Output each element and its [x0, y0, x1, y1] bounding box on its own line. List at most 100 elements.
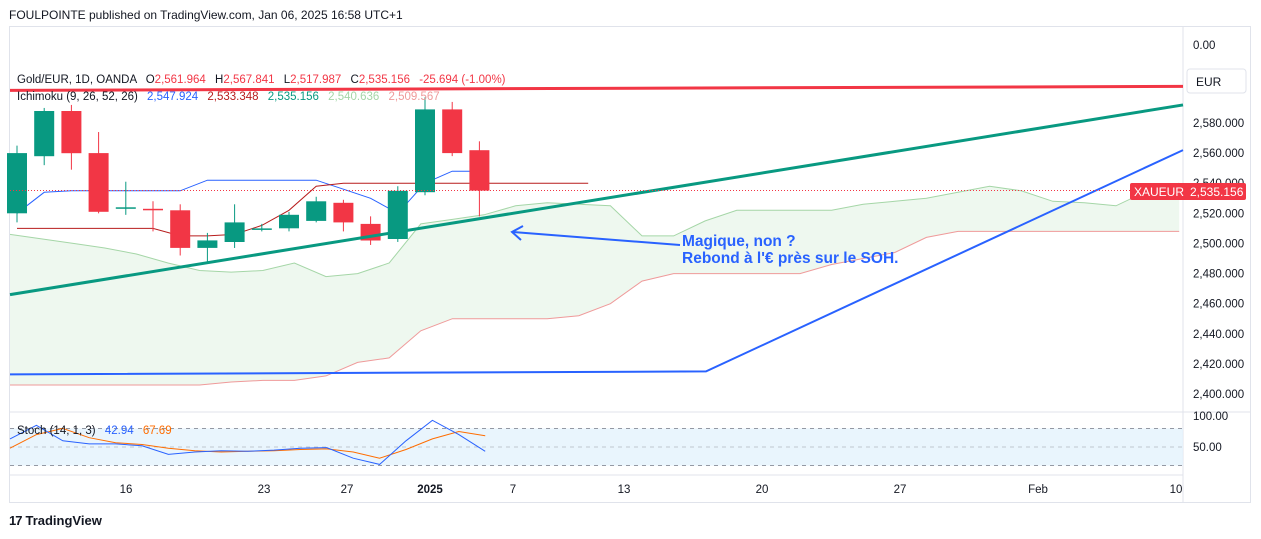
ichimoku-value-senkou-a: 2,540.636 [328, 91, 379, 103]
tenkan-sen-line [16, 170, 480, 214]
stoch-tick-label: 50.00 [1193, 442, 1222, 454]
currency-label: EUR [1196, 75, 1222, 89]
axes: 2,400.000 2,420.000 2,440.000 2,460.000 2,48… [120, 40, 1245, 496]
kijun-sen-line [17, 182, 589, 237]
candle-body [7, 153, 27, 214]
h-label: H [215, 74, 223, 86]
candle [251, 223, 272, 232]
price-tick-label: 2,520.000 [1193, 208, 1244, 220]
stoch-tick-label: 100.00 [1193, 411, 1228, 423]
candle-body [387, 190, 408, 239]
c-label: C [351, 74, 359, 86]
ichimoku-value-tenkan: 2,547.924 [147, 91, 199, 103]
price-tick-label: 2,420.000 [1193, 359, 1244, 371]
price-tick-label: 2,560.000 [1193, 148, 1244, 160]
candle-body [442, 109, 463, 154]
stoch-legend[interactable]: Stoch (14, 1, 3) 42.94 67.69 [17, 425, 172, 437]
candle [333, 199, 354, 232]
candle-body [34, 111, 55, 157]
ichimoku-value-senkou-b: 2,509.567 [389, 91, 440, 103]
stoch-d-value: 67.69 [143, 425, 172, 437]
candle [306, 196, 327, 223]
annotation[interactable]: Magique, non ? Rebond à l'€ près sur le … [510, 225, 898, 267]
publisher-line: FOULPOINTE published on TradingView.com,… [9, 8, 403, 22]
price-tick-label: 2,460.000 [1193, 299, 1244, 311]
price-tick-label: 2,400.000 [1193, 389, 1244, 401]
time-tick-label: Feb [1028, 484, 1048, 496]
candle-body [143, 208, 163, 211]
time-tick-label: 10 [1170, 484, 1183, 496]
time-tick-label: 13 [618, 484, 631, 496]
chart-frame [9, 26, 1251, 503]
badge-value: 2,535.156 [1190, 185, 1244, 199]
candle-body [306, 201, 327, 221]
time-tick-label: 7 [510, 484, 516, 496]
cloud-fill [10, 183, 1180, 385]
time-tick-label: 23 [258, 484, 271, 496]
stoch-k-value: 42.94 [105, 425, 134, 437]
time-tick-label: 27 [894, 484, 907, 496]
o-label: O [146, 74, 155, 86]
green-trend-line [9, 103, 1184, 297]
change-value: -25.694 (-1.00%) [419, 74, 505, 86]
ichimoku-value-kijun: 2,533.348 [207, 91, 258, 103]
drawn-lines[interactable] [9, 84, 1184, 376]
annotation-arrowhead [510, 225, 524, 241]
stoch-title: Stoch (14, 1, 3) [17, 425, 96, 437]
svg-text:Ichimoku (9, 26, 52, 26): Ichimoku (9, 26, 52, 26) 2,547.924 2,533… [17, 91, 440, 103]
ichimoku-cloud [9, 182, 1180, 386]
stochastic-pane: 100.00 50.00 [9, 411, 1228, 467]
annotation-line-2: Rebond à l'€ près sur le SOH. [682, 250, 898, 267]
blue-support-line [9, 149, 1184, 376]
candle [415, 97, 435, 196]
candle-body [61, 111, 82, 154]
price-tick-label: 2,440.000 [1193, 329, 1244, 341]
o-value: 2,561.964 [155, 74, 207, 86]
price-tick-label: 2,480.000 [1193, 269, 1244, 281]
currency-box[interactable] [1186, 68, 1247, 94]
candle [7, 145, 27, 223]
time-tick-label: 27 [341, 484, 354, 496]
price-tick-label: 2,500.000 [1193, 238, 1244, 250]
candle-body [469, 150, 490, 191]
senkou-b-line [10, 230, 1180, 386]
ichimoku-value-chikou: 2,535.156 [268, 91, 319, 103]
c-value: 2,535.156 [359, 74, 410, 86]
price-badge: XAUEUR 2,535.156 [1130, 183, 1246, 200]
candle-body [251, 228, 272, 230]
senkou-a-line [9, 182, 1180, 278]
svg-text:Stoch (14, 1, 3) 42.94: Stoch (14, 1, 3) 42.94 67.69 [17, 425, 172, 437]
ichimoku-legend[interactable]: Ichimoku (9, 26, 52, 26) 2,547.924 2,533… [17, 91, 440, 103]
l-value: 2,517.987 [290, 74, 341, 86]
h-value: 2,567.841 [223, 74, 274, 86]
candle [279, 211, 299, 232]
svg-text:Gold/EUR, 1D, OANDA O2,5: Gold/EUR, 1D, OANDA O2,561.964 H2,567.84… [17, 74, 506, 86]
badge-symbol: XAUEUR [1134, 185, 1184, 199]
candles[interactable] [7, 97, 490, 262]
time-tick-label: 20 [756, 484, 769, 496]
l-label: L [284, 74, 291, 86]
candle [34, 107, 55, 166]
symbol-legend[interactable]: Gold/EUR, 1D, OANDA O2,561.964 H2,567.84… [17, 74, 506, 86]
candle [442, 101, 463, 157]
candle [170, 204, 191, 256]
candle [360, 216, 381, 245]
tradingview-logo-text: TradingView [25, 513, 102, 528]
price-top-label: 0.00 [1193, 40, 1215, 52]
candle [469, 141, 490, 217]
tradingview-logo[interactable]: 17 TradingView [9, 513, 102, 528]
candle [61, 104, 82, 170]
candle [197, 232, 218, 262]
symbol-title: Gold/EUR, 1D, OANDA [17, 74, 137, 86]
price-tick-label: 2,580.000 [1193, 118, 1244, 130]
candle-body [115, 207, 136, 209]
candle [88, 132, 109, 214]
candle [224, 204, 245, 248]
ichimoku-title: Ichimoku (9, 26, 52, 26) [17, 91, 138, 103]
candle-body [333, 202, 354, 223]
time-tick-label: 2025 [417, 484, 443, 496]
annotation-line-1: Magique, non ? [682, 233, 796, 250]
time-tick-label: 16 [120, 484, 133, 496]
candle-body [170, 210, 191, 248]
